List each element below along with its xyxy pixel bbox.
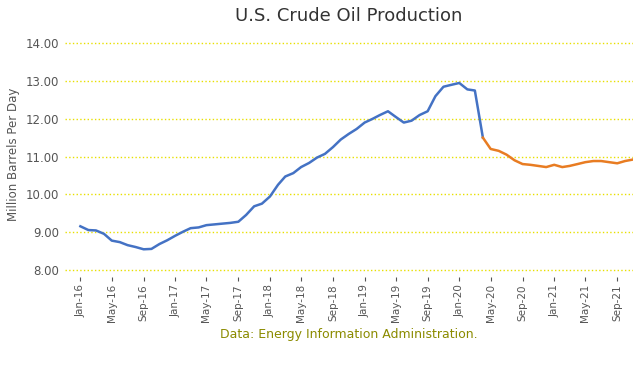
Title: U.S. Crude Oil Production: U.S. Crude Oil Production (235, 7, 463, 25)
Line: Forecast: Forecast (483, 138, 640, 167)
Y-axis label: Million Barrels Per Day: Million Barrels Per Day (7, 88, 20, 221)
X-axis label: Data: Energy Information Administration.: Data: Energy Information Administration. (220, 328, 477, 341)
Line: Actual: Actual (81, 83, 483, 249)
